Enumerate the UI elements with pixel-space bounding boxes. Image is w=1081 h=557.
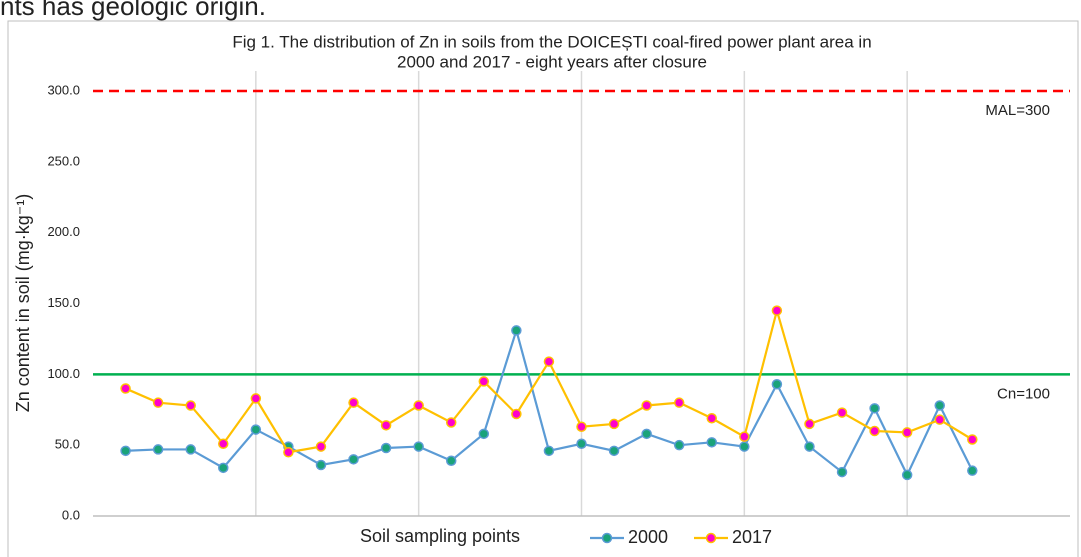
point bbox=[804, 418, 815, 430]
page-text: nts has geologic origin. bbox=[0, 0, 266, 21]
y-tick-label: 150.0 bbox=[47, 295, 80, 310]
point bbox=[543, 356, 555, 367]
point bbox=[250, 393, 262, 404]
point bbox=[185, 444, 196, 455]
point bbox=[673, 439, 685, 451]
point bbox=[641, 428, 652, 440]
point bbox=[250, 424, 262, 435]
point bbox=[869, 403, 880, 414]
y-tick-label: 200.0 bbox=[47, 224, 80, 239]
point bbox=[218, 438, 229, 449]
point bbox=[283, 447, 294, 458]
point bbox=[413, 441, 424, 452]
point bbox=[185, 400, 196, 411]
reference-label: MAL=300 bbox=[985, 102, 1050, 119]
y-tick-label: 100.0 bbox=[47, 366, 80, 381]
point bbox=[380, 442, 392, 454]
point bbox=[901, 469, 913, 481]
point bbox=[413, 400, 424, 411]
y-tick-label: 300.0 bbox=[47, 82, 80, 97]
point bbox=[967, 465, 978, 476]
point bbox=[934, 400, 945, 411]
point bbox=[315, 441, 327, 452]
point bbox=[739, 431, 750, 442]
point bbox=[152, 397, 164, 408]
legend-marker bbox=[601, 532, 613, 544]
y-axis-label: Zn content in soil (mg·kg⁻¹) bbox=[13, 194, 33, 413]
legend-label: 2017 bbox=[732, 527, 772, 547]
point bbox=[315, 459, 327, 471]
point bbox=[673, 397, 685, 408]
reference-label: Cn=100 bbox=[997, 385, 1050, 402]
point bbox=[608, 418, 620, 430]
chart-frame bbox=[7, 20, 1079, 557]
point bbox=[901, 427, 913, 438]
point bbox=[120, 445, 131, 457]
point bbox=[836, 466, 848, 478]
point bbox=[348, 397, 359, 408]
point bbox=[380, 420, 392, 431]
y-tick-label: 50.0 bbox=[55, 437, 80, 452]
point bbox=[608, 445, 620, 457]
point bbox=[771, 379, 783, 390]
point bbox=[641, 400, 652, 411]
point bbox=[967, 434, 978, 445]
point bbox=[120, 383, 131, 394]
point bbox=[511, 325, 522, 336]
point bbox=[771, 305, 783, 316]
point bbox=[576, 421, 587, 432]
point bbox=[478, 376, 490, 387]
point bbox=[576, 438, 587, 449]
point bbox=[934, 414, 945, 425]
point bbox=[804, 441, 815, 452]
point bbox=[739, 441, 750, 452]
legend-marker bbox=[705, 532, 717, 544]
point bbox=[543, 445, 555, 457]
point bbox=[478, 428, 490, 440]
legend-label: 2000 bbox=[628, 527, 668, 547]
point bbox=[706, 413, 718, 424]
y-tick-label: 250.0 bbox=[47, 153, 80, 168]
chart-title: 2000 and 2017 - eight years after closur… bbox=[397, 52, 707, 71]
point bbox=[152, 444, 164, 455]
point bbox=[445, 455, 457, 466]
point bbox=[836, 407, 848, 418]
chart-title: Fig 1. The distribution of Zn in soils f… bbox=[232, 32, 871, 51]
point bbox=[445, 417, 457, 428]
y-tick-label: 0.0 bbox=[62, 507, 80, 522]
point bbox=[706, 437, 718, 448]
x-axis-label: Soil sampling points bbox=[360, 526, 520, 546]
point bbox=[511, 408, 522, 420]
point bbox=[348, 454, 359, 465]
point bbox=[869, 425, 880, 437]
point bbox=[218, 462, 229, 474]
